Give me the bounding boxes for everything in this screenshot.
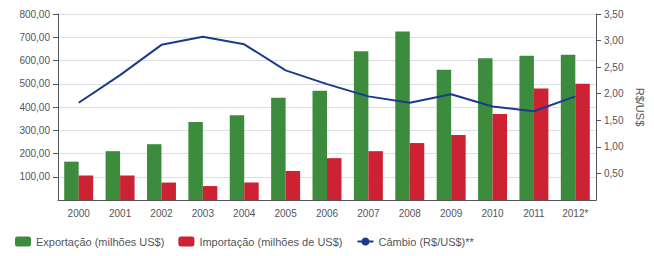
svg-text:2006: 2006 <box>316 208 339 219</box>
svg-text:3,00: 3,00 <box>604 35 624 46</box>
svg-text:2000: 2000 <box>68 208 91 219</box>
svg-text:2011: 2011 <box>523 208 545 219</box>
svg-text:2,00: 2,00 <box>604 88 624 99</box>
svg-text:2012*: 2012* <box>562 208 588 219</box>
svg-text:0,50: 0,50 <box>604 168 624 179</box>
svg-text:700,00: 700,00 <box>19 32 50 43</box>
svg-text:2008: 2008 <box>399 208 422 219</box>
svg-text:100,00: 100,00 <box>19 171 50 182</box>
svg-text:2005: 2005 <box>274 208 297 219</box>
svg-text:Importação (milhões de US$): Importação (milhões de US$) <box>199 236 342 248</box>
svg-text:3,50: 3,50 <box>604 9 624 20</box>
svg-text:2010: 2010 <box>481 208 504 219</box>
svg-text:2001: 2001 <box>109 208 132 219</box>
svg-text:600,00: 600,00 <box>19 55 50 66</box>
svg-text:1,50: 1,50 <box>604 115 624 126</box>
svg-text:2,50: 2,50 <box>604 62 624 73</box>
svg-text:300,00: 300,00 <box>19 125 50 136</box>
svg-text:400,00: 400,00 <box>19 102 50 113</box>
svg-text:R$/US$: R$/US$ <box>634 88 646 127</box>
svg-text:200,00: 200,00 <box>19 148 50 159</box>
svg-text:500,00: 500,00 <box>19 78 50 89</box>
svg-text:2004: 2004 <box>233 208 256 219</box>
svg-text:2009: 2009 <box>440 208 463 219</box>
svg-text:2002: 2002 <box>150 208 173 219</box>
svg-text:1,00: 1,00 <box>604 141 624 152</box>
svg-text:2007: 2007 <box>357 208 380 219</box>
svg-text:2003: 2003 <box>192 208 215 219</box>
svg-text:800,00: 800,00 <box>19 9 50 20</box>
svg-text:Câmbio (R$/US$)**: Câmbio (R$/US$)** <box>378 236 474 248</box>
svg-text:Exportação (milhões US$): Exportação (milhões US$) <box>36 236 164 248</box>
